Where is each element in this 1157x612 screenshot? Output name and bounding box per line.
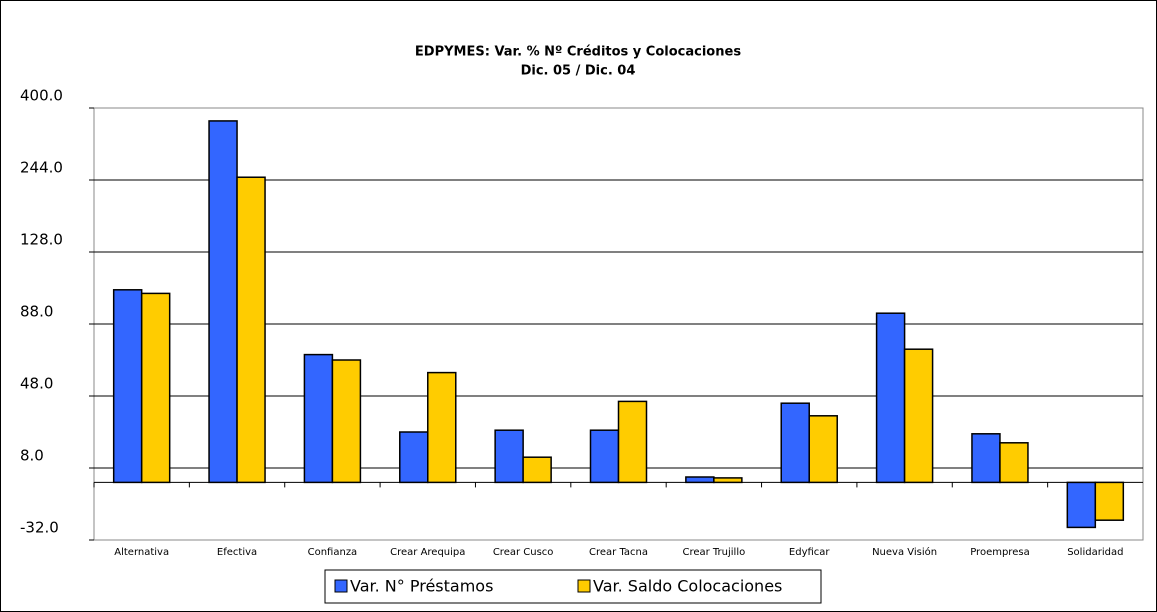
bar bbox=[780, 402, 810, 484]
x-tick-label: Alternativa bbox=[114, 547, 169, 558]
legend-swatch bbox=[334, 579, 348, 593]
bar bbox=[589, 429, 620, 484]
legend-swatch bbox=[577, 579, 591, 593]
bar bbox=[494, 429, 524, 484]
bar bbox=[112, 289, 143, 484]
legend-label: Var. Saldo Colocaciones bbox=[593, 577, 782, 596]
x-tick-label: Efectiva bbox=[217, 547, 257, 558]
y-tick-label: 88.0 bbox=[20, 303, 53, 321]
bar bbox=[236, 176, 266, 484]
y-tick-label: 48.0 bbox=[20, 375, 53, 393]
y-tick-label: -32.0 bbox=[20, 519, 59, 537]
bar bbox=[971, 433, 1001, 484]
x-tick-label: Solidaridad bbox=[1067, 547, 1123, 558]
y-tick-label: 8.0 bbox=[20, 447, 44, 465]
bar bbox=[331, 359, 362, 484]
chart-title: EDPYMES: Var. % Nº Créditos y Colocacion… bbox=[415, 45, 741, 60]
y-tick-label: 128.0 bbox=[20, 231, 63, 249]
y-tick-label: 400.0 bbox=[20, 87, 63, 105]
bar bbox=[522, 456, 552, 484]
bar bbox=[1066, 481, 1097, 529]
bar bbox=[303, 353, 334, 484]
bar bbox=[399, 431, 429, 484]
x-tick-label: Confianza bbox=[308, 547, 358, 558]
bar bbox=[875, 312, 906, 484]
chart-subtitle: Dic. 05 / Dic. 04 bbox=[521, 64, 636, 79]
bar bbox=[208, 120, 238, 484]
x-tick-label: Proempresa bbox=[970, 547, 1030, 558]
bar bbox=[713, 477, 743, 484]
bar bbox=[685, 476, 715, 484]
bar bbox=[427, 371, 457, 484]
x-tick-label: Edyficar bbox=[789, 547, 831, 558]
bar bbox=[903, 348, 934, 484]
x-tick-label: Crear Arequipa bbox=[390, 547, 465, 558]
bar bbox=[617, 400, 648, 484]
legend-box bbox=[324, 569, 822, 604]
y-tick-label: 244.0 bbox=[20, 159, 63, 177]
x-tick-label: Crear Trujillo bbox=[682, 547, 745, 558]
bar bbox=[140, 292, 171, 484]
bar bbox=[808, 415, 838, 484]
bar bbox=[999, 442, 1029, 484]
legend-label: Var. N° Préstamos bbox=[350, 577, 493, 596]
x-tick-label: Crear Tacna bbox=[589, 547, 648, 558]
bar bbox=[1094, 481, 1125, 521]
x-tick-label: Crear Cusco bbox=[493, 547, 554, 558]
x-tick-label: Nueva Visión bbox=[872, 546, 937, 558]
